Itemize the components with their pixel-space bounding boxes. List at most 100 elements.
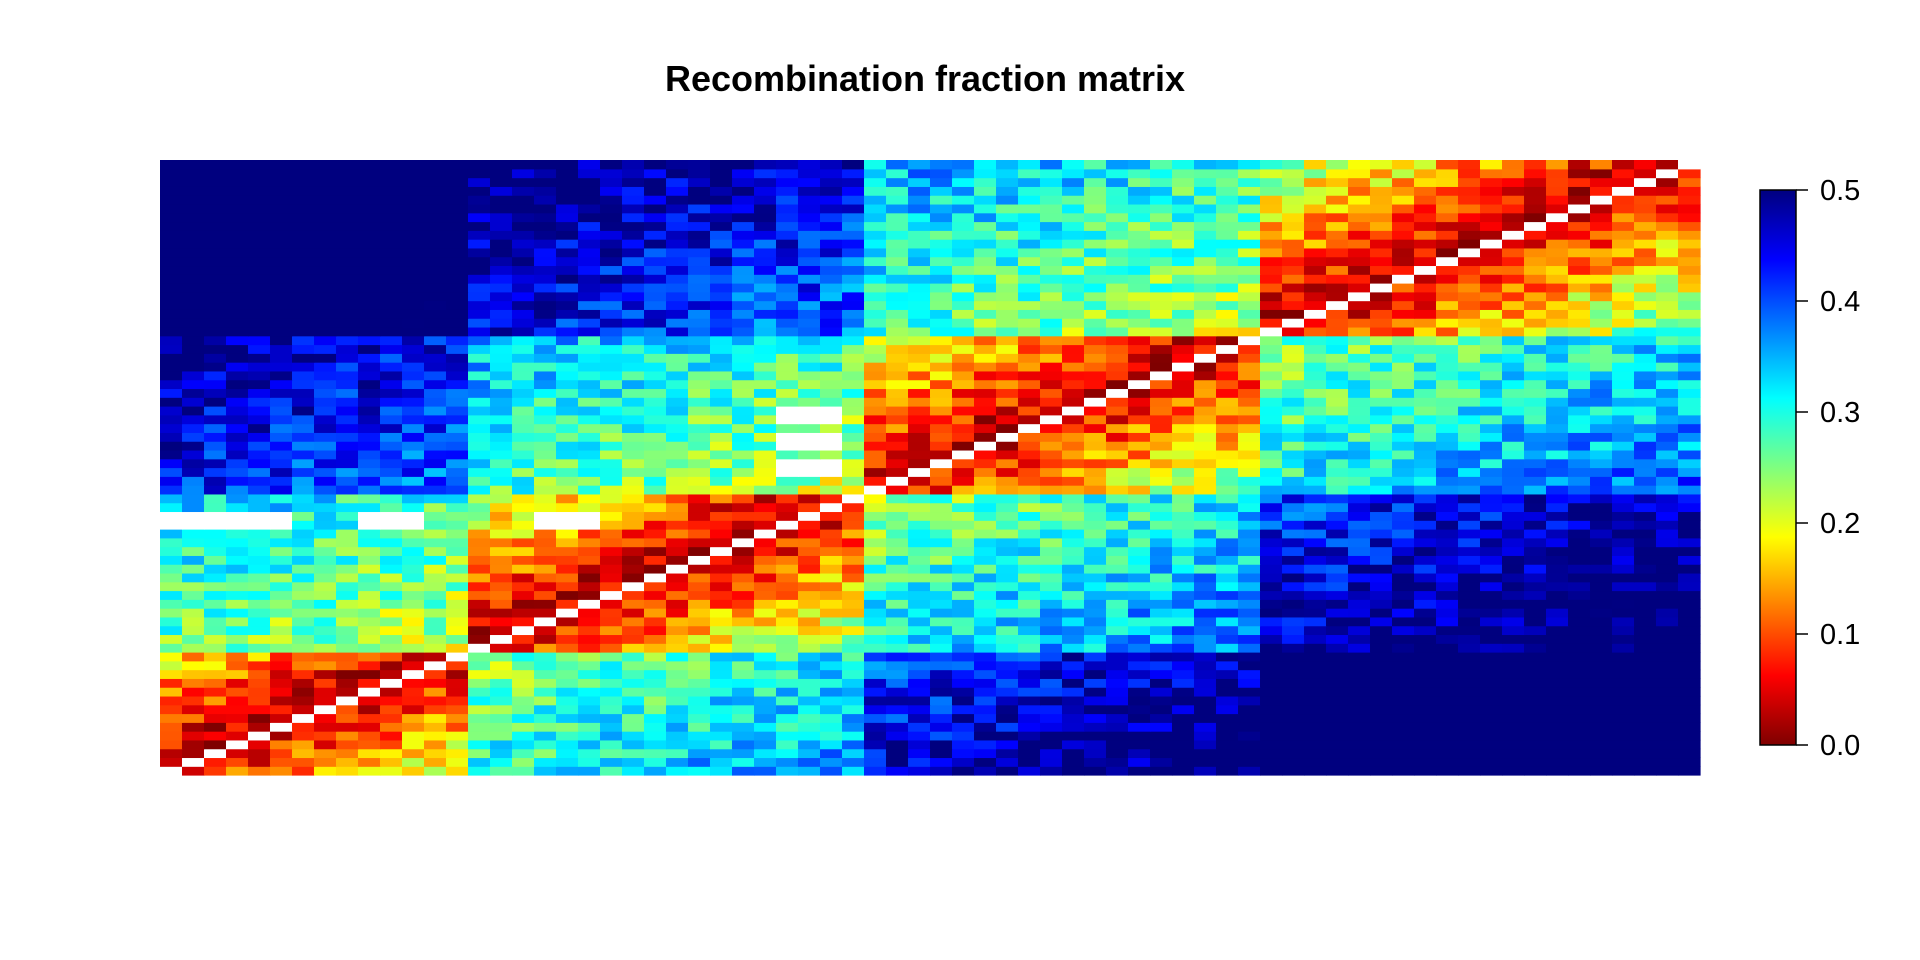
heatmap-cell — [996, 660, 1019, 671]
heatmap-cell — [1392, 485, 1415, 495]
heatmap-cell — [270, 599, 293, 609]
heatmap-cell — [160, 195, 183, 205]
heatmap-cell — [644, 757, 667, 767]
heatmap-cell — [974, 616, 997, 627]
heatmap-cell — [1348, 625, 1371, 636]
heatmap-cell — [446, 326, 469, 337]
heatmap-cell — [864, 423, 887, 433]
heatmap-cell — [160, 335, 183, 346]
heatmap-cell — [204, 529, 227, 539]
heatmap-cell — [644, 660, 667, 671]
heatmap-cell — [1524, 739, 1547, 750]
heatmap-cell — [1128, 397, 1151, 407]
heatmap-cell — [446, 476, 469, 486]
heatmap-cell — [1634, 564, 1657, 574]
heatmap-cell — [622, 476, 645, 486]
heatmap-cell — [622, 599, 645, 609]
heatmap-cell — [336, 502, 359, 513]
heatmap-cell — [182, 739, 205, 750]
heatmap-cell — [1150, 739, 1173, 750]
heatmap-cell — [908, 283, 931, 293]
heatmap-cell — [1612, 239, 1635, 249]
heatmap-cell — [1414, 212, 1437, 223]
heatmap-cell — [380, 722, 403, 732]
heatmap-cell — [1326, 230, 1349, 240]
heatmap-cell — [248, 160, 271, 170]
heatmap-cell — [1568, 344, 1591, 354]
heatmap-cell — [1260, 625, 1283, 636]
heatmap-cell — [204, 458, 227, 469]
heatmap-cell — [1040, 186, 1063, 196]
heatmap-cell — [1370, 581, 1393, 592]
heatmap-cell — [974, 256, 997, 267]
heatmap-cell — [666, 362, 689, 372]
heatmap-cell — [952, 195, 975, 205]
heatmap-cell — [1084, 160, 1107, 170]
heatmap-cell — [1282, 230, 1305, 240]
heatmap-cell — [204, 160, 227, 170]
heatmap-cell — [226, 599, 249, 609]
heatmap-cell — [1502, 195, 1525, 205]
heatmap-cell — [600, 625, 623, 636]
heatmap-cell — [1128, 221, 1151, 231]
heatmap-cell — [1458, 291, 1481, 302]
heatmap-cell — [622, 160, 645, 170]
heatmap-cell — [1370, 687, 1393, 697]
heatmap-cell — [776, 212, 799, 223]
heatmap-cell — [1524, 520, 1547, 530]
heatmap-cell — [1392, 757, 1415, 767]
heatmap-cell — [798, 555, 821, 565]
heatmap-cell — [182, 247, 205, 258]
heatmap-cell — [1260, 493, 1283, 504]
heatmap-cell — [292, 757, 315, 767]
heatmap-cell — [974, 555, 997, 565]
heatmap-cell — [996, 608, 1019, 618]
heatmap-cell — [1084, 572, 1107, 583]
heatmap-cell — [644, 564, 667, 574]
heatmap-cell — [1348, 687, 1371, 697]
heatmap-cell — [534, 608, 557, 618]
heatmap-cell — [842, 300, 865, 310]
heatmap-cell — [534, 221, 557, 231]
heatmap-cell — [1260, 414, 1283, 425]
heatmap-cell — [446, 406, 469, 416]
heatmap-cell — [1458, 432, 1481, 442]
heatmap-cell — [402, 660, 425, 671]
heatmap-cell — [1040, 652, 1063, 662]
heatmap-cell — [974, 529, 997, 539]
heatmap-cell — [1018, 160, 1041, 170]
heatmap-cell — [600, 344, 623, 354]
heatmap-cell — [886, 318, 909, 328]
heatmap-cell — [1106, 256, 1129, 267]
heatmap-cell — [314, 590, 337, 600]
heatmap-cell — [402, 590, 425, 600]
heatmap-cell — [644, 160, 667, 170]
heatmap-cell — [1502, 476, 1525, 486]
heatmap-cell — [622, 731, 645, 741]
heatmap-cell — [1326, 449, 1349, 460]
heatmap-cell — [1194, 555, 1217, 565]
heatmap-cell — [1304, 291, 1327, 302]
heatmap-cell — [1084, 362, 1107, 372]
heatmap-cell — [1524, 441, 1547, 451]
heatmap-cell — [292, 625, 315, 636]
heatmap-cell — [908, 599, 931, 609]
heatmap-cell — [1392, 669, 1415, 679]
heatmap-cell — [1634, 247, 1657, 258]
heatmap-cell — [842, 616, 865, 627]
heatmap-cell — [1436, 449, 1459, 460]
heatmap-cell — [644, 168, 667, 179]
heatmap-cell — [996, 458, 1019, 469]
heatmap-cell — [336, 546, 359, 556]
heatmap-cell — [468, 678, 491, 688]
heatmap-cell — [798, 353, 821, 363]
heatmap-cell — [1326, 221, 1349, 231]
heatmap-cell — [578, 274, 601, 284]
heatmap-cell — [1678, 660, 1701, 671]
heatmap-cell — [1084, 370, 1107, 381]
heatmap-cell — [556, 203, 579, 214]
heatmap-cell — [182, 520, 205, 530]
heatmap-cell — [1590, 186, 1613, 196]
heatmap-cell — [534, 599, 557, 609]
heatmap-cell — [1370, 590, 1393, 600]
